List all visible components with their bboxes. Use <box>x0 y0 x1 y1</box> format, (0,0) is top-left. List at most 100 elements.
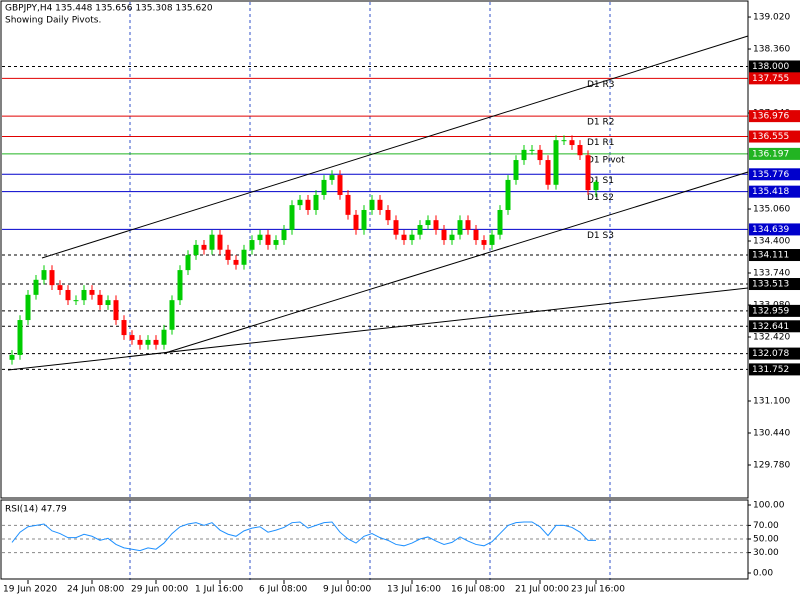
level-price-box <box>749 60 800 73</box>
x-tick-label: 29 Jun 00:00 <box>131 585 188 595</box>
candle-body <box>593 181 599 191</box>
level-price-label: 133.513 <box>752 280 789 290</box>
level-name: D1 R2 <box>587 118 615 128</box>
candle-body <box>137 339 143 345</box>
level-price-box <box>749 320 800 333</box>
rsi-line <box>11 521 596 552</box>
level-price-label: 134.111 <box>752 251 789 261</box>
candle-body <box>129 335 135 340</box>
candle-body <box>417 225 423 235</box>
candle-body <box>321 179 327 195</box>
chart-subtitle: Showing Daily Pivots. <box>5 16 101 26</box>
y-tick-label: 138.360 <box>753 45 790 55</box>
level-price-box <box>749 363 800 376</box>
candle-body <box>497 209 503 235</box>
vertical-grid <box>129 2 611 580</box>
candle-body <box>553 140 559 185</box>
x-tick-label: 13 Jul 16:00 <box>387 585 441 595</box>
candle-body <box>401 234 407 241</box>
candle-body <box>105 300 111 306</box>
candle-body <box>17 320 23 355</box>
candle-body <box>441 229 447 241</box>
candle-body <box>281 229 287 241</box>
candle-body <box>465 220 471 230</box>
candle-body <box>385 209 391 221</box>
level-price-label: 135.776 <box>752 170 789 180</box>
candle-body <box>473 229 479 241</box>
level-price-label: 132.959 <box>752 306 789 316</box>
level-price-box <box>749 185 800 198</box>
candle-body <box>305 199 311 210</box>
axes: 139.020138.360137.040135.060134.400133.7… <box>3 13 800 595</box>
level-price-label: 135.418 <box>752 187 789 197</box>
level-name: D1 S3 <box>587 231 614 241</box>
level-price-label: 137.755 <box>752 74 789 84</box>
level-price-box <box>749 168 800 181</box>
candle-body <box>193 244 199 256</box>
candle-body <box>89 289 95 295</box>
x-tick-label: 24 Jun 08:00 <box>67 585 124 595</box>
candle-body <box>353 214 359 230</box>
level-price-label: 136.197 <box>752 149 789 159</box>
y-tick-label: 139.020 <box>753 13 790 23</box>
rsi-frame <box>0 499 749 580</box>
candle-body <box>561 140 567 142</box>
trend-line <box>164 171 749 354</box>
x-tick-label: 19 Jun 2020 <box>3 585 57 595</box>
candle-body <box>225 249 231 260</box>
x-tick-label: 1 Jul 16:00 <box>195 585 244 595</box>
level-price-box <box>749 347 800 360</box>
candle-body <box>249 240 255 250</box>
y-tick-label: 129.780 <box>753 461 790 471</box>
candle-body <box>209 234 215 250</box>
candle-body <box>457 220 463 235</box>
y-tick-label: 134.400 <box>753 237 790 247</box>
candle-body <box>337 175 343 195</box>
main-frame <box>0 0 749 499</box>
candle-body <box>513 160 519 180</box>
level-price-label: 132.641 <box>752 322 789 332</box>
levels: D1 R3 D1 R2 D1 R1 D1 Pivot D1 S1 D1 S2 D1 S3 <box>2 65 748 370</box>
level-price-box <box>749 130 800 143</box>
level-price-label: 134.639 <box>752 225 789 235</box>
candle-body <box>121 320 127 336</box>
trend-lines <box>7 35 749 371</box>
rsi-tick-label: 30.00 <box>753 548 779 558</box>
candle-body <box>521 149 527 161</box>
candle-body <box>313 194 319 210</box>
candle-body <box>97 294 103 306</box>
x-tick-label: 23 Jul 16:00 <box>571 585 625 595</box>
rsi-tick-label: 50.00 <box>753 535 779 545</box>
candle-body <box>433 220 439 230</box>
rsi-title: RSI(14) 47.79 <box>5 505 67 515</box>
x-tick-label: 9 Jul 00:00 <box>323 585 372 595</box>
candle-body <box>65 289 71 301</box>
level-name: D1 R3 <box>587 80 615 90</box>
level-price-box <box>749 304 800 317</box>
candle-body <box>345 194 351 215</box>
y-tick-label: 133.740 <box>753 269 790 279</box>
level-name: D1 S1 <box>587 176 614 186</box>
candle-body <box>505 179 511 210</box>
x-tick-label: 6 Jul 08:00 <box>259 585 308 595</box>
candle-body <box>265 234 271 245</box>
candle-body <box>425 220 431 226</box>
level-name: D1 S2 <box>587 193 614 203</box>
candle-body <box>153 339 159 345</box>
candle-body <box>577 145 583 156</box>
candle-body <box>289 205 295 230</box>
level-price-label: 132.078 <box>752 349 789 359</box>
rsi-panel <box>2 521 748 554</box>
level-price-box <box>749 278 800 291</box>
candle-body <box>569 140 575 146</box>
candle-body <box>33 279 39 295</box>
y-tick-label: 130.440 <box>753 429 790 439</box>
candle-body <box>449 234 455 241</box>
level-price-label: 136.976 <box>752 112 789 122</box>
candles <box>9 135 599 365</box>
candle-body <box>361 209 367 230</box>
x-tick-label: 21 Jul 00:00 <box>515 585 569 595</box>
candle-body <box>217 234 223 250</box>
chart-title: GBPJPY,H4 135.448 135.656 135.308 135.62… <box>5 4 213 14</box>
